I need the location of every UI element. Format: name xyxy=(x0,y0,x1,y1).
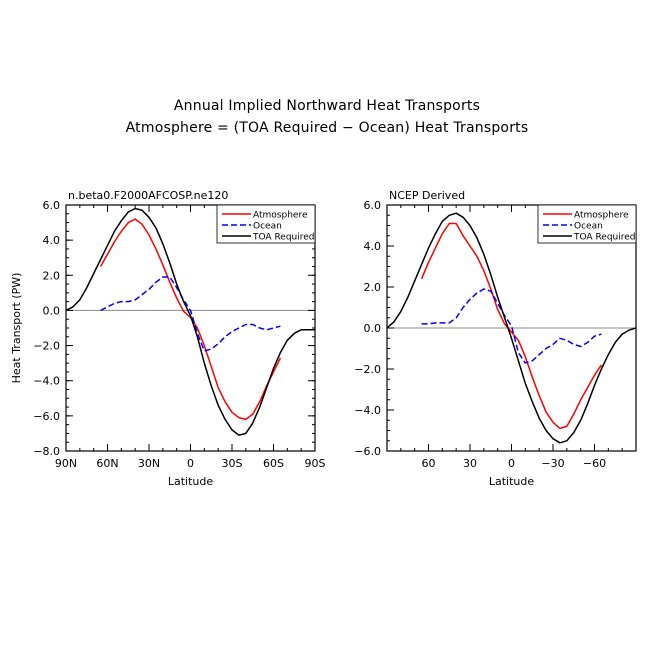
legend-entry: Ocean xyxy=(574,222,603,232)
x-tick-label: 90S xyxy=(305,457,326,470)
x-tick-label: −30 xyxy=(541,457,564,470)
x-tick-label: 30 xyxy=(463,457,477,470)
y-axis: 6.0 4.0 2.0 0.0 −2.0 −4.0 −6.0 −8.0 xyxy=(33,199,315,458)
figure-title: Annual Implied Northward Heat Transports xyxy=(173,98,481,114)
legend-entry: Ocean xyxy=(253,222,282,232)
y-tick-label: −2.0 xyxy=(33,340,60,353)
y-tick-label: −4.0 xyxy=(33,375,60,388)
legend-entry: Atmosphere xyxy=(253,211,308,221)
x-tick-label: −60 xyxy=(583,457,606,470)
series-line-toa-required xyxy=(66,207,315,436)
y-tick-label: 0.0 xyxy=(364,322,382,335)
x-axis-label: Latitude xyxy=(489,475,535,488)
y-axis: 6.0 4.0 2.0 0.0 −2.0 −4.0 −6.0 xyxy=(354,199,394,458)
x-tick-label: 0 xyxy=(508,457,515,470)
y-tick-label: 6.0 xyxy=(43,199,61,212)
x-tick-label: 60S xyxy=(263,457,284,470)
chart-panel-2: 60 30 0 −30 −60 6.0 4.0 2.0 0.0 −2.0 −4.0 −6.0 Latit… xyxy=(354,189,637,488)
legend-entry: TOA Required xyxy=(252,233,315,243)
x-tick-label: 60N xyxy=(96,457,118,470)
y-tick-label: 2.0 xyxy=(43,269,61,282)
y-tick-label: −2.0 xyxy=(354,363,381,376)
x-axis: 60 30 0 −30 −60 xyxy=(386,205,637,470)
chart-panel-1: 90N 60N 30N 0 30S 60S 90S 6.0 4.0 2.0 0.0 −2.0 −4.0 −… xyxy=(10,189,326,488)
y-tick-label: 6.0 xyxy=(364,199,382,212)
panel-label: n.beta0.F2000AFCOSP.ne120 xyxy=(68,189,228,202)
y-tick-label: −6.0 xyxy=(354,445,381,458)
figure-subtitle: Atmosphere = (TOA Required − Ocean) Heat… xyxy=(125,120,529,136)
series-line-ocean xyxy=(100,276,281,352)
y-tick-label: −6.0 xyxy=(33,410,60,423)
x-tick-label: 30S xyxy=(222,457,243,470)
x-tick-label: 60 xyxy=(422,457,436,470)
y-tick-label: −4.0 xyxy=(354,404,381,417)
y-tick-label: 0.0 xyxy=(43,304,61,317)
y-axis-label: Heat Transport (PW) xyxy=(10,273,23,384)
legend-entry: Atmosphere xyxy=(574,211,629,221)
series-line-atmosphere xyxy=(420,222,603,430)
y-tick-label: 4.0 xyxy=(364,240,382,253)
series-line-toa-required xyxy=(387,212,636,444)
x-axis: 90N 60N 30N 0 30S 60S 90S xyxy=(55,205,326,470)
x-tick-label: 90N xyxy=(55,457,77,470)
y-tick-label: 4.0 xyxy=(43,234,61,247)
series-line-ocean xyxy=(421,288,602,364)
series-line-atmosphere xyxy=(99,218,282,421)
x-tick-label: 30N xyxy=(138,457,160,470)
y-tick-label: −8.0 xyxy=(33,445,60,458)
legend-entry: TOA Required xyxy=(573,233,636,243)
x-axis-label: Latitude xyxy=(168,475,214,488)
panel-label: NCEP Derived xyxy=(389,189,465,202)
y-tick-label: 2.0 xyxy=(364,281,382,294)
x-tick-label: 0 xyxy=(187,457,194,470)
